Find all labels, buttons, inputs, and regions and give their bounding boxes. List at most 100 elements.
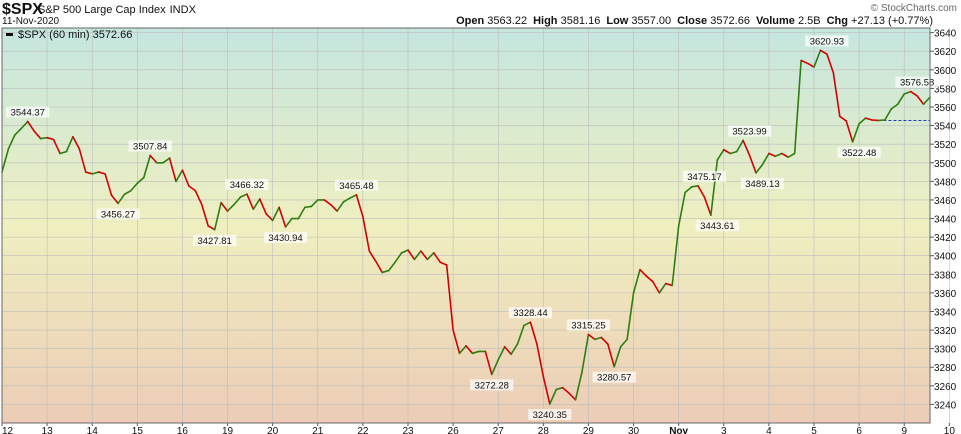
y-axis: 3240 3260 3280 3300 3320 3340 3360 3380 3400 3420… — [930, 29, 957, 411]
annotation-box — [225, 179, 269, 191]
price-segment — [703, 196, 712, 216]
y-tick-label: 3560 — [934, 103, 957, 114]
y-tick-label: 3460 — [934, 196, 957, 207]
y-tick-label: 3440 — [934, 215, 957, 226]
close-label: Close — [677, 15, 708, 27]
annotation-box — [592, 371, 636, 383]
y-tick-label: 3340 — [934, 307, 957, 318]
annotation-label: 3489.13 — [745, 179, 779, 190]
price-segment — [800, 59, 809, 65]
annotation-label: 3280.57 — [597, 373, 631, 384]
annotation-box — [837, 146, 881, 158]
price-segment — [516, 324, 525, 345]
price-segment — [387, 261, 396, 272]
price-segment — [194, 189, 203, 206]
price-segment — [162, 157, 171, 164]
price-segment — [780, 152, 790, 158]
price-segment — [1, 148, 10, 173]
y-tick-label: 3600 — [934, 66, 957, 77]
price-segment — [652, 280, 661, 294]
y-tick-label: 3500 — [934, 159, 957, 170]
price-segment — [123, 189, 132, 196]
price-segment — [838, 115, 848, 122]
x-tick-label: 29 — [583, 426, 595, 434]
price-segment — [864, 117, 873, 121]
price-segment — [445, 264, 454, 331]
annotation-label: 3443.61 — [700, 221, 734, 232]
price-segment — [722, 148, 732, 155]
x-tick-label: 20 — [267, 426, 279, 434]
price-segment — [342, 197, 351, 203]
x-tick-label: 27 — [493, 426, 505, 434]
annotation-box — [727, 125, 772, 137]
price-segment — [793, 59, 802, 155]
price-segment — [890, 103, 899, 110]
annotation-box — [263, 231, 308, 243]
annotation-label: 3272.28 — [475, 380, 509, 391]
y-tick-label: 3280 — [934, 363, 957, 374]
price-segment — [149, 154, 158, 164]
price-segment — [458, 345, 467, 355]
price-segment — [336, 201, 345, 212]
annotation-box — [470, 379, 514, 391]
x-tick-label: 13 — [42, 426, 54, 434]
price-annotations: 3544.37 3456.27 3507.84 3427.81 3466.32 3430.… — [6, 35, 939, 421]
low-value: 3557.00 — [631, 15, 672, 27]
price-segment — [832, 71, 841, 118]
price-segment — [490, 358, 500, 376]
y-tick-label: 3400 — [934, 252, 957, 263]
price-segment — [84, 171, 94, 175]
price-segment — [233, 196, 242, 206]
price-segment — [716, 148, 725, 161]
price-segment — [246, 193, 255, 211]
price-segment — [658, 282, 667, 294]
annotation-box — [528, 409, 572, 421]
annotation-label: 3315.25 — [571, 320, 605, 331]
price-segment — [587, 333, 596, 341]
annotation-box — [682, 170, 727, 182]
price-segment — [922, 96, 931, 106]
price-series — [1, 49, 931, 405]
price-segment — [439, 261, 448, 266]
price-segment — [735, 139, 744, 153]
price-segment — [374, 260, 384, 274]
price-segment — [271, 206, 280, 222]
y-tick-label: 3300 — [934, 345, 957, 356]
x-tick-label: 6 — [856, 426, 862, 434]
price-segment — [26, 120, 36, 132]
price-segment — [213, 201, 222, 231]
price-segment — [284, 217, 293, 228]
price-segment — [574, 371, 583, 401]
price-segment — [329, 203, 338, 212]
price-segment — [896, 93, 906, 106]
x-tick-label: 3 — [721, 426, 727, 434]
x-tick-label: 4 — [766, 426, 772, 434]
price-segment — [400, 249, 409, 254]
price-segment — [677, 191, 686, 227]
annotation-label: 3430.94 — [268, 233, 302, 244]
annotation-label: 3620.93 — [810, 36, 844, 47]
y-tick-label: 3420 — [934, 233, 957, 244]
x-axis: 12 13 14 15 16 19 20 21 22 23 26 27 28 29 30 Nov 3 4 5 6 9 10… — [1, 423, 955, 434]
annotation-box — [895, 76, 939, 88]
legend-swatch — [6, 33, 13, 36]
price-segment — [568, 392, 577, 401]
price-segment — [381, 269, 390, 274]
x-tick-label: 22 — [357, 426, 369, 434]
security-name-text: S&P 500 Large Cap Index — [38, 4, 166, 16]
price-segment — [819, 49, 828, 55]
annotation-box — [508, 307, 553, 319]
x-tick-label: 9 — [901, 426, 907, 434]
price-segment — [368, 250, 377, 263]
price-segment — [465, 345, 474, 355]
annotation-box — [96, 208, 140, 220]
price-segment — [594, 336, 603, 341]
x-tick-label: 5 — [811, 426, 817, 434]
x-tick-label: 21 — [312, 426, 324, 434]
price-segment — [78, 148, 87, 173]
price-segment — [110, 194, 119, 205]
close-value: 3572.66 — [710, 15, 750, 27]
x-tick-label: 28 — [538, 426, 550, 434]
price-segment — [220, 201, 229, 212]
price-segment — [690, 185, 699, 188]
